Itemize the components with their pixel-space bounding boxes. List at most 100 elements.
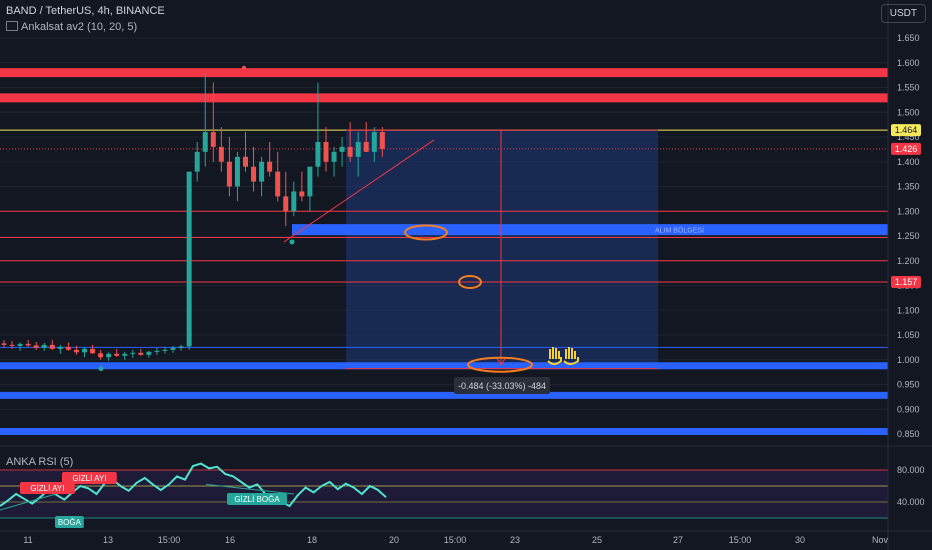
price-badge-text: 1.157 <box>895 277 918 287</box>
candle-body <box>243 156 248 167</box>
candle-body <box>98 353 104 358</box>
candles <box>1 72 385 361</box>
time-tick: Nov <box>872 535 889 545</box>
candle-body <box>49 344 55 349</box>
time-tick: 13 <box>103 535 113 545</box>
rsi-label[interactable]: ANKA RSI (5) <box>6 456 74 468</box>
candle-body <box>138 352 144 355</box>
candle-body <box>154 350 160 352</box>
price-tick: 1.650 <box>897 33 920 43</box>
indicator-name: Ankalsat av2 (10, 20, 5) <box>21 21 138 33</box>
price-tick: 1.350 <box>897 182 920 192</box>
price-tick: 1.600 <box>897 58 920 68</box>
time-axis[interactable]: 11 13 15:00 16 18 20 15:00 23 25 27 15:00 30 Nov <box>0 530 932 545</box>
price-tick: 1.200 <box>897 256 920 266</box>
candle-body <box>283 196 289 212</box>
rsi-axis-tick: 80.000 <box>897 465 925 475</box>
candle-body <box>307 166 313 197</box>
candle-body <box>130 352 136 354</box>
price-tick: 1.400 <box>897 157 920 167</box>
candle-body <box>267 161 273 172</box>
time-tick: 15:00 <box>158 535 181 545</box>
rsi-band <box>0 470 888 518</box>
arrow-head <box>496 358 506 366</box>
price-badge-text: 1.426 <box>895 144 918 154</box>
measure-label-box <box>454 377 550 394</box>
hands-icon <box>547 347 579 365</box>
indicator-icon <box>6 21 18 31</box>
price-tick: 1.550 <box>897 83 920 93</box>
candle-body <box>355 141 361 157</box>
time-tick: 16 <box>225 535 235 545</box>
candle-body <box>202 132 208 152</box>
time-tick: 15:00 <box>729 535 752 545</box>
rsi-tag-text: BOĞA <box>58 518 82 527</box>
candle-body <box>379 132 385 149</box>
candle-body <box>170 347 176 350</box>
candle-body <box>291 191 297 212</box>
candle-body <box>9 344 15 346</box>
price-axis[interactable]: 1.650 1.600 1.550 1.500 1.450 1.400 1.350 1.300… <box>887 0 921 550</box>
candle-body <box>194 151 200 172</box>
candle-body <box>162 349 168 351</box>
time-tick: 11 <box>23 535 32 545</box>
price-tick: 1.100 <box>897 305 920 315</box>
orange-circle <box>467 356 533 373</box>
price-badge <box>891 124 921 137</box>
candle-body <box>259 161 265 182</box>
rsi-line <box>0 462 387 508</box>
time-tick: 23 <box>510 535 520 545</box>
time-tick: 25 <box>592 535 602 545</box>
rsi-tag-text: GİZLİ AYI <box>30 484 64 493</box>
symbol-title[interactable]: BAND / TetherUS, 4h, BINANCE <box>6 5 165 17</box>
time-tick: 30 <box>795 535 805 545</box>
candle-body <box>315 141 321 167</box>
candle-body <box>90 348 96 354</box>
price-tick: 1.300 <box>897 206 920 216</box>
time-tick: 27 <box>673 535 683 545</box>
candle-body <box>218 146 224 162</box>
hand-left <box>547 347 562 365</box>
candle-body <box>331 151 337 162</box>
candle-body <box>178 346 184 348</box>
signal-dot <box>98 366 104 372</box>
drawings: -0.484 (-33.03%) -484 <box>98 65 658 394</box>
indicator-label[interactable]: Ankalsat av2 (10, 20, 5) <box>6 21 137 33</box>
orange-circle <box>404 224 448 241</box>
zone-label: ALIM BÖLGESİ <box>655 226 704 235</box>
rsi-tag <box>20 482 75 494</box>
measure-label: -0.484 (-33.03%) -484 <box>458 381 546 391</box>
candle-body <box>82 348 87 353</box>
price-tick: 0.850 <box>897 429 920 439</box>
candle-body <box>186 171 192 347</box>
level-lines: ALIM BÖLGESİ <box>0 68 888 436</box>
rsi-tag <box>55 516 84 528</box>
candle-body <box>226 161 232 187</box>
rsi-tag <box>227 493 287 505</box>
time-tick: 20 <box>389 535 399 545</box>
candle-body <box>234 156 240 187</box>
price-tick: 1.500 <box>897 107 920 117</box>
rsi-panel: GİZLİ AYI GİZLİ AYI BOĞA GİZLİ BOĞA 80.000 40… <box>0 445 932 528</box>
trend-line <box>283 139 435 243</box>
currency-button[interactable]: USDT <box>880 4 926 23</box>
orange-circle <box>458 275 482 290</box>
price-tick: 1.050 <box>897 330 920 340</box>
candle-body <box>275 171 281 197</box>
candle-body <box>371 132 377 152</box>
candle-body <box>323 141 329 162</box>
price-badge <box>891 142 921 155</box>
candle-body <box>363 141 369 152</box>
candle-body <box>347 146 353 157</box>
measure-box <box>346 130 658 369</box>
rsi-tag-text: GİZLİ BOĞA <box>234 495 280 504</box>
candle-body <box>33 345 39 348</box>
price-tick: 1.000 <box>897 355 920 365</box>
time-tick: 18 <box>307 535 317 545</box>
candle-body <box>73 349 79 353</box>
price-zones <box>346 130 658 369</box>
candle-body <box>57 346 63 349</box>
candle-body <box>1 343 7 345</box>
candle-body <box>41 344 47 348</box>
